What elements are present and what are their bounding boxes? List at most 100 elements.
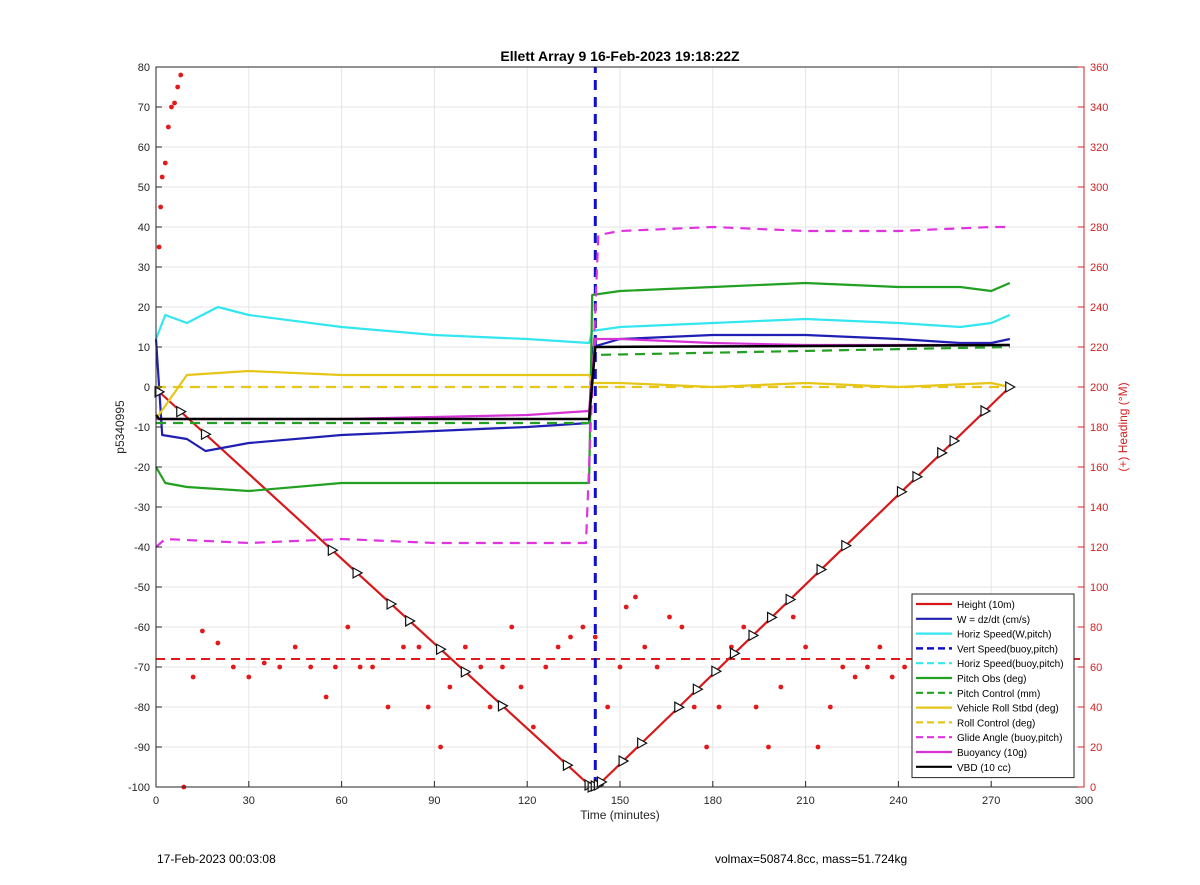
heading-point [323, 694, 329, 700]
height-marker [816, 563, 828, 576]
legend-box [911, 593, 1075, 779]
heading-point [357, 664, 363, 670]
heading-point [642, 644, 648, 650]
height-marker [937, 446, 948, 459]
y2-tick-label: 360 [1090, 62, 1108, 74]
legend-label: Height (10m) [957, 600, 1015, 611]
heading-point [438, 744, 443, 750]
heading-point [623, 604, 629, 610]
heading-point [172, 100, 177, 106]
height-marker [896, 485, 908, 498]
y-tick-label: -90 [134, 742, 150, 754]
y2-tick-label: 220 [1090, 342, 1108, 354]
heading-point [865, 664, 870, 670]
heading-point [840, 664, 846, 670]
heading-point [385, 704, 391, 710]
x-tick-label: 150 [611, 795, 629, 807]
heading-point [156, 244, 162, 250]
heading-point [852, 674, 858, 680]
heading-point [345, 624, 351, 630]
y-tick-label: 80 [138, 62, 150, 74]
height-marker [711, 665, 723, 678]
x-tick-label: 300 [1075, 795, 1093, 807]
heading-point [790, 614, 796, 620]
heading-point [518, 684, 524, 690]
height-marker [980, 404, 992, 417]
legend-label: Glide Angle (buoy,pitch) [957, 733, 1062, 744]
heading-point [178, 72, 184, 78]
series-line-7 [155, 369, 1011, 420]
heading-point [654, 664, 660, 670]
y2-tick-label: 180 [1090, 422, 1108, 434]
y-tick-label: 20 [138, 302, 150, 314]
heading-scatter [156, 72, 1000, 790]
x-tick-label: 270 [982, 795, 1000, 807]
heading-point [277, 664, 283, 670]
height-marker [748, 629, 760, 642]
height-marker [637, 737, 648, 750]
height-marker [405, 614, 416, 627]
y2-tick-label: 160 [1090, 462, 1108, 474]
heading-point [447, 684, 453, 690]
axes: 0 30 60 90 120 150 180 210 240 270 300-100-90-80-7… [128, 62, 1108, 807]
x-tick-label: 180 [704, 795, 722, 807]
y-tick-label: 60 [138, 142, 150, 154]
y2-tick-label: 40 [1090, 702, 1102, 714]
heading-point [500, 664, 505, 670]
x-tick-label: 0 [153, 795, 159, 807]
heading-point [200, 628, 205, 634]
series-line-10 [156, 337, 1010, 421]
legend-label: Pitch Control (mm) [957, 689, 1040, 700]
height-marker [729, 647, 741, 660]
heading-point [246, 674, 252, 680]
legend-label: Horiz Speed(W,pitch) [957, 630, 1051, 641]
heading-point [416, 644, 422, 650]
heading-point [159, 174, 165, 180]
heading-point [803, 644, 808, 650]
y2-tick-label: 120 [1090, 542, 1108, 554]
y2-axis-label: (+) Heading (°M) [1116, 382, 1130, 471]
heading-point [478, 664, 484, 670]
legend-label: Pitch Obs (deg) [957, 674, 1026, 685]
footer-timestamp: 17-Feb-2023 00:03:08 [157, 852, 276, 866]
y2-tick-label: 100 [1090, 582, 1108, 594]
height-marker [154, 385, 166, 398]
y2-tick-label: 280 [1090, 222, 1108, 234]
height-marker [692, 683, 704, 696]
heading-point [778, 684, 784, 690]
heading-point [509, 624, 515, 630]
heading-point [425, 704, 431, 710]
height-marker [386, 597, 398, 610]
height-marker [618, 755, 630, 768]
heading-point [679, 624, 685, 630]
y-tick-label: -20 [134, 462, 150, 474]
height-marker [785, 593, 797, 606]
heading-point [162, 160, 168, 166]
legend-label: Vert Speed(buoy,pitch) [957, 644, 1058, 655]
heading-point [175, 84, 181, 90]
x-tick-label: 90 [428, 795, 440, 807]
heading-point [580, 624, 586, 630]
footer-volmax-mass: volmax=50874.8cc, mass=51.724kg [715, 852, 908, 866]
x-axis-label: Time (minutes) [580, 808, 660, 822]
y-tick-label: 0 [144, 382, 150, 394]
y2-tick-label: 300 [1090, 182, 1108, 194]
legend-label: Horiz Speed(buoy,pitch) [957, 659, 1064, 670]
heading-point [530, 724, 536, 730]
x-tick-label: 60 [335, 795, 347, 807]
height-marker [596, 775, 608, 789]
height-marker [435, 643, 447, 656]
series-line-2 [154, 305, 1011, 345]
y-tick-label: -100 [128, 782, 150, 794]
y2-tick-label: 260 [1090, 262, 1108, 274]
y-tick-label: 50 [138, 182, 150, 194]
heading-point [704, 744, 710, 750]
y-tick-label: 30 [138, 262, 150, 274]
heading-point [462, 644, 468, 650]
y2-tick-label: 340 [1090, 102, 1108, 114]
legend: Height (10m) W = dz/dt (cm/s) Horiz Speed(… [911, 593, 1075, 779]
heading-point [158, 204, 164, 210]
heading-point [190, 674, 196, 680]
x-tick-label: 240 [889, 795, 907, 807]
